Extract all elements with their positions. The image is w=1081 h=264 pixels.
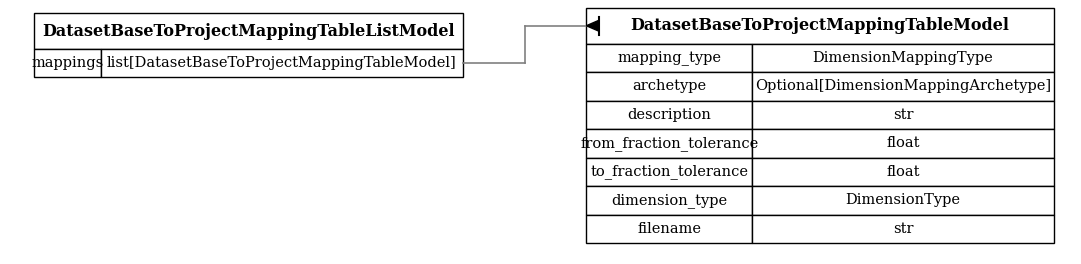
Text: mappings: mappings [31, 56, 104, 70]
Polygon shape [586, 20, 599, 31]
Bar [586, 44, 752, 72]
Text: from_fraction_tolerance: from_fraction_tolerance [580, 136, 759, 151]
Text: Optional[DimensionMappingArchetype]: Optional[DimensionMappingArchetype] [755, 79, 1051, 93]
Text: to_fraction_tolerance: to_fraction_tolerance [590, 164, 748, 179]
Text: DimensionType: DimensionType [845, 193, 961, 208]
Text: str: str [893, 108, 913, 122]
Bar [752, 101, 1054, 129]
Text: description: description [627, 108, 711, 122]
Bar [586, 72, 752, 101]
Bar [586, 101, 752, 129]
Bar [752, 44, 1054, 72]
Text: DatasetBaseToProjectMappingTableListModel: DatasetBaseToProjectMappingTableListMode… [42, 22, 455, 40]
Bar [586, 186, 752, 215]
Bar [752, 129, 1054, 158]
Text: DimensionMappingType: DimensionMappingType [813, 51, 993, 65]
Bar [752, 215, 1054, 243]
Bar [586, 8, 1054, 44]
Text: dimension_type: dimension_type [611, 193, 728, 208]
Text: mapping_type: mapping_type [617, 50, 721, 65]
Bar [34, 13, 464, 49]
Text: filename: filename [638, 222, 702, 236]
Text: DatasetBaseToProjectMappingTableModel: DatasetBaseToProjectMappingTableModel [630, 17, 1010, 34]
Bar [752, 186, 1054, 215]
Bar [586, 215, 752, 243]
Text: str: str [893, 222, 913, 236]
Text: list[DatasetBaseToProjectMappingTableModel]: list[DatasetBaseToProjectMappingTableMod… [107, 56, 457, 70]
Text: archetype: archetype [632, 79, 706, 93]
Bar [34, 49, 101, 77]
Bar [586, 158, 752, 186]
Text: float: float [886, 165, 920, 179]
Bar [586, 129, 752, 158]
Bar [752, 72, 1054, 101]
Bar [101, 49, 464, 77]
Text: float: float [886, 136, 920, 150]
Bar [752, 158, 1054, 186]
